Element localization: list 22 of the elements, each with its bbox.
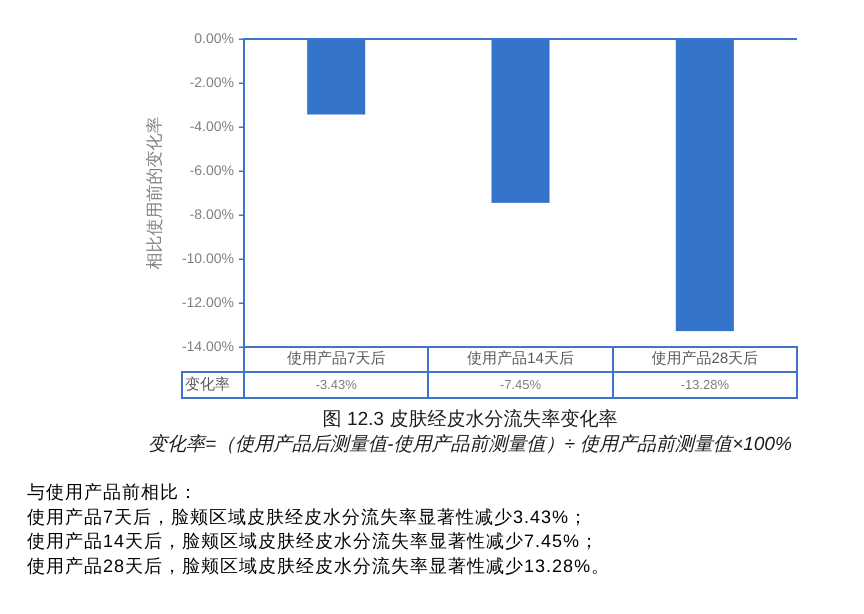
- y-axis-title: 相比使用前的变化率: [144, 116, 164, 270]
- y-tick-label: 0.00%: [194, 30, 234, 46]
- text: 使用产品14天后，脸颊区域皮肤经皮水分流失率显著性减少7.45%；: [27, 530, 600, 554]
- text: 使用产品7天后，脸颊区域皮肤经皮水分流失率显著性减少3.43%；: [27, 506, 590, 529]
- text: 图 12.3 皮肤经皮水分流失率变化率: [322, 408, 618, 432]
- data-label: -13.28%: [680, 377, 730, 392]
- y-tick-label: -2.00%: [190, 74, 234, 90]
- data-label: -7.45%: [500, 377, 542, 392]
- y-tick-label: -12.00%: [182, 294, 234, 310]
- text: 变化率=（使用产品后测量值-使用产品前测量值）÷ 使用产品前测量值×100%: [147, 433, 793, 457]
- x-tick-label: 使用产品7天后: [286, 350, 386, 368]
- y-tick-label: -8.00%: [190, 206, 234, 222]
- y-tick-label: -10.00%: [182, 250, 234, 266]
- y-tick-label: -14.00%: [182, 338, 234, 354]
- text: 与使用产品前相比：: [27, 481, 199, 504]
- text: 使用产品28天后，脸颊区域皮肤经皮水分流失率显著性减少13.28%。: [27, 555, 612, 578]
- data-label: -3.43%: [316, 377, 357, 392]
- x-tick-label: 使用产品28天后: [651, 350, 758, 368]
- y-tick-label: -6.00%: [190, 162, 234, 178]
- legend-label: 变化率: [185, 375, 230, 395]
- y-tick-label: -4.00%: [190, 118, 234, 134]
- x-tick-label: 使用产品14天后: [467, 350, 574, 368]
